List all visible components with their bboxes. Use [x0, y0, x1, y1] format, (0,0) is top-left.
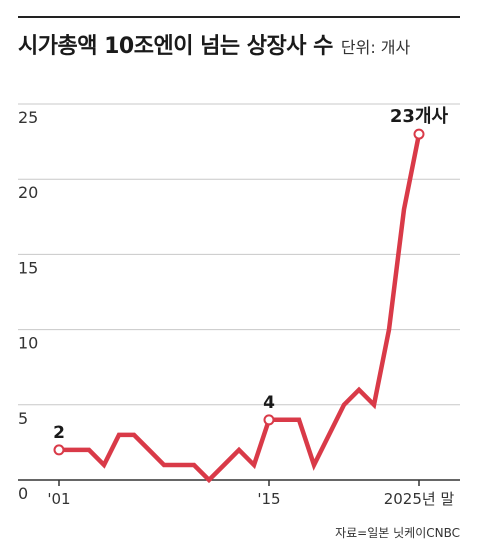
data-label-2001: 2 [53, 423, 65, 443]
title-row: 시가총액 10조엔이 넘는 상장사 수 단위: 개사 [18, 28, 410, 60]
y-tick-label-5: 5 [18, 409, 28, 428]
data-label-2015: 4 [263, 393, 275, 413]
y-tick-label-20: 20 [18, 183, 38, 202]
x-tick-label-2025: 2025년 말 [384, 490, 455, 508]
x-tick-label-2015: '15 [257, 490, 280, 508]
y-tick-label-0: 0 [18, 484, 28, 503]
top-rule [18, 16, 460, 18]
data-point-2025 [413, 128, 425, 140]
y-tick-label-15: 15 [18, 258, 38, 277]
x-tick-label-2001: '01 [47, 490, 70, 508]
source-label: 자료=일본 닛케이CNBC [335, 526, 460, 540]
data-point-2001 [53, 444, 65, 456]
y-tick-label-10: 10 [18, 334, 38, 353]
y-tick-label-25: 25 [18, 108, 38, 127]
series-line [59, 133, 422, 484]
unit-label: 단위: 개사 [340, 38, 411, 57]
data-point-2015 [263, 414, 275, 426]
chart-title: 시가총액 10조엔이 넘는 상장사 수 [18, 34, 333, 59]
data-label-2025: 23개사 [390, 106, 449, 127]
